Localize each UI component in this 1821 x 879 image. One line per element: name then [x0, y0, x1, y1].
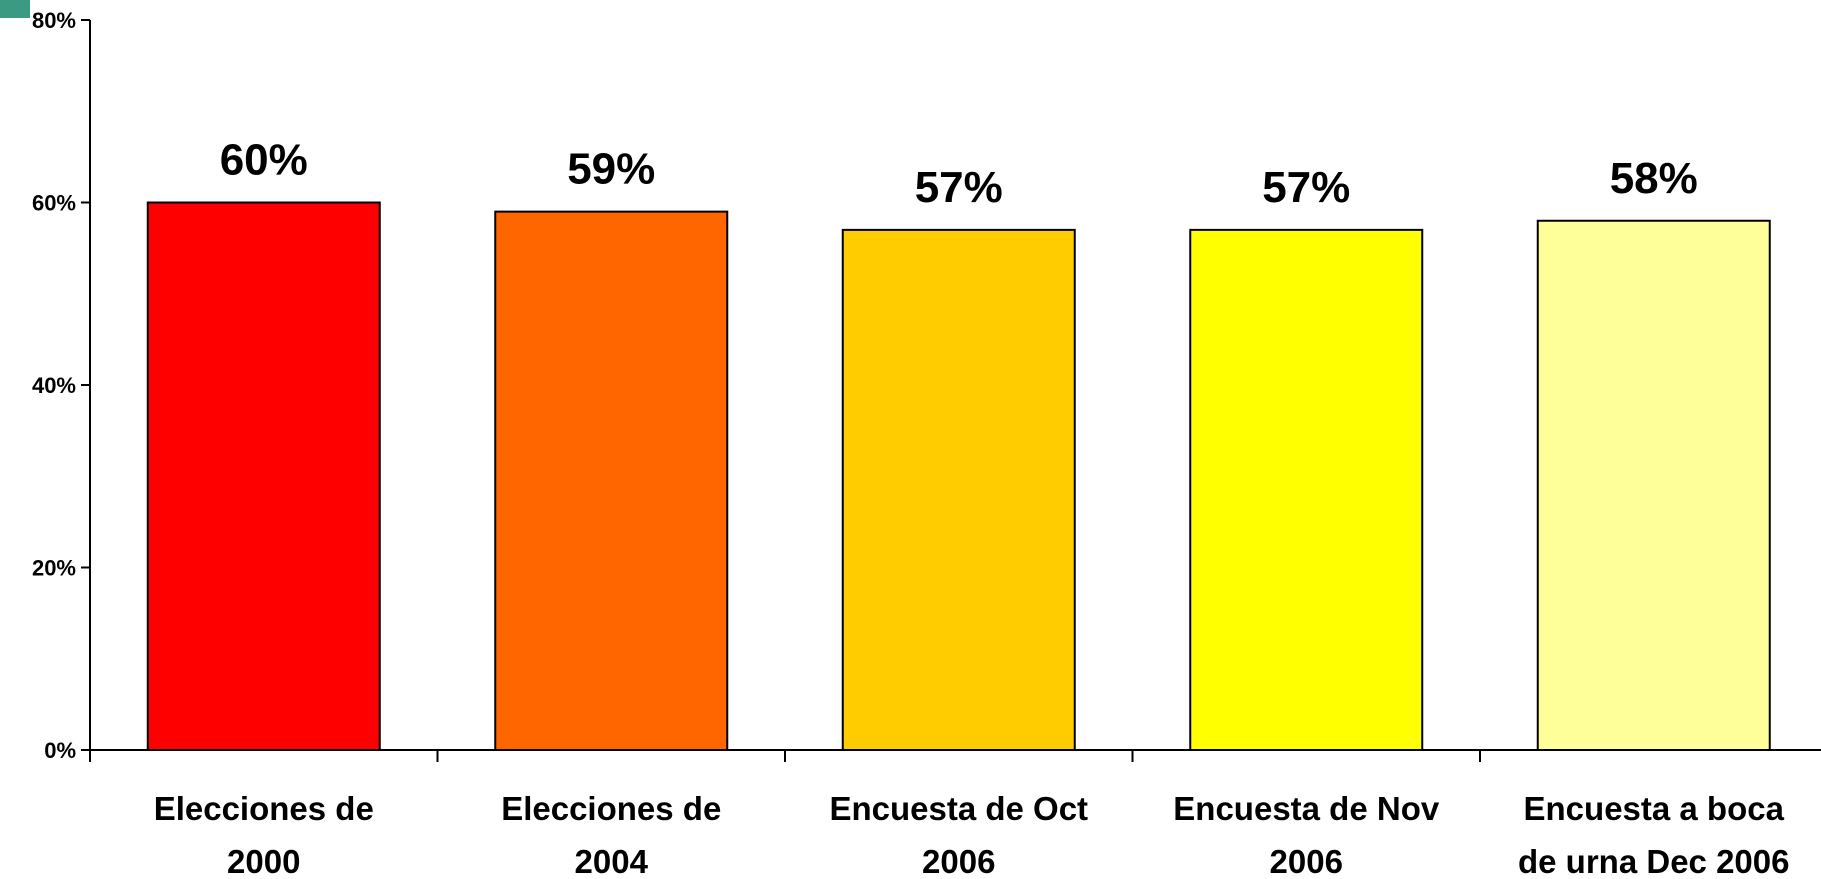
data-label: 57% [915, 163, 1003, 212]
y-axis: 0% 20% 40% 60% 80% [32, 8, 91, 763]
category-label: 2006 [1270, 843, 1343, 879]
category-label: 2006 [922, 843, 995, 879]
bar [1189, 228, 1424, 751]
y-tick-label: 60% [32, 191, 76, 216]
bar [494, 210, 729, 751]
category-label: de urna Dec 2006 [1518, 843, 1789, 879]
data-label: 58% [1610, 154, 1698, 203]
data-label: 59% [567, 145, 655, 194]
y-tick-label: 20% [32, 556, 76, 581]
category-label: 2004 [575, 843, 649, 879]
category-label: Encuesta de Nov [1173, 790, 1440, 827]
bar [841, 228, 1076, 751]
data-label: 57% [1262, 163, 1350, 212]
corner-mark-icon [0, 0, 30, 18]
category-label: Elecciones de [501, 790, 721, 827]
bar [1536, 219, 1771, 751]
category-label: Encuesta a boca [1524, 790, 1785, 827]
bars: 60% 59% 57% 57% 58% [146, 136, 1771, 751]
bar [146, 201, 381, 751]
data-label: 60% [220, 136, 308, 185]
category-label: 2000 [227, 843, 300, 879]
y-tick-label: 0% [44, 738, 76, 763]
y-tick-label: 40% [32, 373, 76, 398]
y-tick-label: 80% [32, 8, 76, 33]
category-label: Elecciones de [154, 790, 374, 827]
category-label: Encuesta de Oct [829, 790, 1088, 827]
x-axis: Elecciones de 2000 Elecciones de 2004 Encues… [89, 749, 1821, 879]
